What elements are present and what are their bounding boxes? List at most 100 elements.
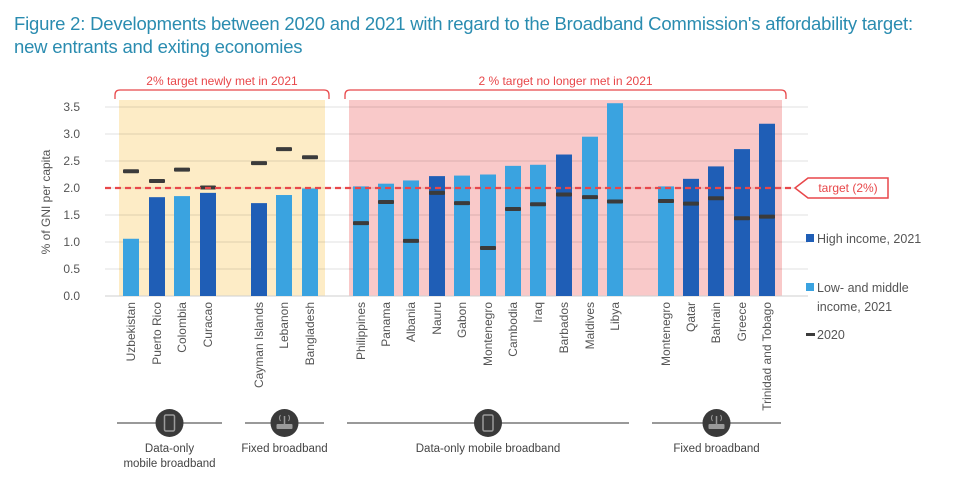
marker-2020 (734, 216, 750, 221)
marker-2020 (759, 214, 775, 219)
x-tick-label: Montenegro (659, 302, 673, 366)
marker-2020 (683, 201, 699, 206)
legend: High income, 2021 Low- and middle income, … (806, 232, 921, 342)
router-icon (708, 414, 725, 429)
bar-2021 (505, 165, 521, 296)
bar-2021 (174, 196, 190, 296)
x-tick-label: Montenegro (481, 302, 495, 366)
x-tick-label: Cayman Islands (252, 302, 266, 388)
markers-2020 (123, 147, 775, 250)
group-icon-badge (155, 409, 184, 437)
marker-2020 (480, 245, 496, 250)
x-tick-label: Lebanon (277, 302, 291, 349)
y-tick-label: 3.0 (63, 127, 80, 141)
marker-2020 (530, 202, 546, 207)
marker-2020 (607, 199, 623, 204)
x-tick-label: Albania (404, 302, 418, 342)
y-tick-label: 0.5 (63, 262, 80, 276)
bars (123, 103, 775, 297)
region-bracket (344, 89, 787, 99)
marker-2020 (302, 155, 318, 160)
x-tick-label: Puerto Rico (150, 302, 164, 365)
x-axis-labels: Uzbekistan Puerto Rico Colombia Curacao Caym… (124, 302, 774, 411)
marker-2020 (149, 178, 165, 183)
bar-2021 (759, 123, 775, 297)
marker-2020 (251, 161, 267, 166)
bar-2021 (302, 188, 318, 296)
bar-2021 (658, 186, 674, 296)
marker-2020 (403, 238, 419, 243)
marker-2020 (658, 198, 674, 203)
x-tick-label: Philippines (354, 302, 368, 360)
legend-swatch-low-middle-income (806, 283, 814, 291)
legend-swatch-2020 (806, 333, 815, 336)
router-icon (276, 414, 293, 429)
x-tick-label: Greece (735, 302, 749, 342)
region-bracket (114, 89, 330, 99)
region-label: 2% target newly met in 2021 (146, 74, 298, 88)
group-label: Data-only (145, 443, 194, 455)
bar-2021 (556, 154, 572, 296)
target-line-group: target (2%) (105, 177, 889, 199)
marker-2020 (174, 167, 190, 172)
x-tick-label: Gabon (455, 302, 469, 338)
group-label: Data-only mobile broadband (416, 443, 560, 455)
bar-2021 (734, 149, 750, 296)
group-label: Fixed broadband (673, 443, 759, 455)
x-tick-label: Panama (379, 302, 393, 347)
bar-2021 (683, 178, 699, 296)
router-waves (711, 414, 722, 422)
y-tick-label: 0.0 (63, 289, 80, 303)
router-body (276, 424, 293, 429)
x-tick-label: Bahrain (709, 302, 723, 343)
mobile-phone-icon (163, 414, 176, 432)
bar-2021 (353, 186, 369, 296)
marker-2020 (123, 169, 139, 174)
bar-2021 (454, 175, 470, 296)
x-tick-label: Trinidad and Tobago (760, 302, 774, 411)
bar-2021 (200, 192, 216, 296)
marker-2020 (378, 200, 394, 205)
x-tick-label: Cambodia (506, 302, 520, 357)
y-tick-label: 2.0 (63, 181, 80, 195)
x-tick-label: Nauru (430, 302, 444, 335)
figure-title: Figure 2: Developments between 2020 and … (14, 13, 913, 57)
bar-2021 (480, 174, 496, 296)
legend-label-2020: 2020 (817, 328, 845, 342)
bar-2021 (276, 195, 292, 296)
group-label: Fixed broadband (241, 443, 327, 455)
y-axis-label: % of GNI per capita (39, 149, 53, 254)
group-icon-badge (474, 409, 502, 437)
router-body (708, 424, 725, 429)
bar-2021 (149, 197, 165, 296)
legend-label-low-middle-income: income, 2021 (817, 300, 892, 314)
x-tick-label: Curacao (201, 302, 215, 348)
marker-2020 (582, 195, 598, 200)
marker-2020 (505, 207, 521, 212)
x-tick-label: Colombia (175, 302, 189, 353)
y-tick-label: 3.5 (63, 100, 80, 114)
x-tick-label: Libya (608, 302, 622, 331)
target-callout (793, 177, 889, 199)
bar-2021 (378, 183, 394, 296)
y-tick-label: 2.5 (63, 154, 80, 168)
y-tick-label: 1.0 (63, 235, 80, 249)
marker-2020 (429, 190, 445, 195)
x-tick-label: Qatar (684, 302, 698, 332)
x-tick-label: Iraq (531, 302, 545, 323)
y-axis-ticks: 0.0 0.5 1.0 1.5 2.0 2.5 3.0 3.5 (63, 100, 80, 303)
marker-2020 (556, 192, 572, 197)
x-tick-label: Maldives (583, 302, 597, 349)
bar-2021 (530, 164, 546, 296)
router-waves (279, 414, 290, 422)
y-tick-label: 1.5 (63, 208, 80, 222)
bar-2021 (708, 166, 724, 296)
x-tick-label: Barbados (557, 302, 571, 353)
marker-2020 (708, 196, 724, 201)
target-label: target (2%) (818, 181, 877, 195)
category-groups: Data-only mobile broadband Fixed broadband… (117, 409, 781, 470)
marker-2020 (276, 147, 292, 152)
legend-swatch-high-income (806, 234, 814, 242)
legend-label-low-middle-income: Low- and middle (817, 281, 909, 295)
